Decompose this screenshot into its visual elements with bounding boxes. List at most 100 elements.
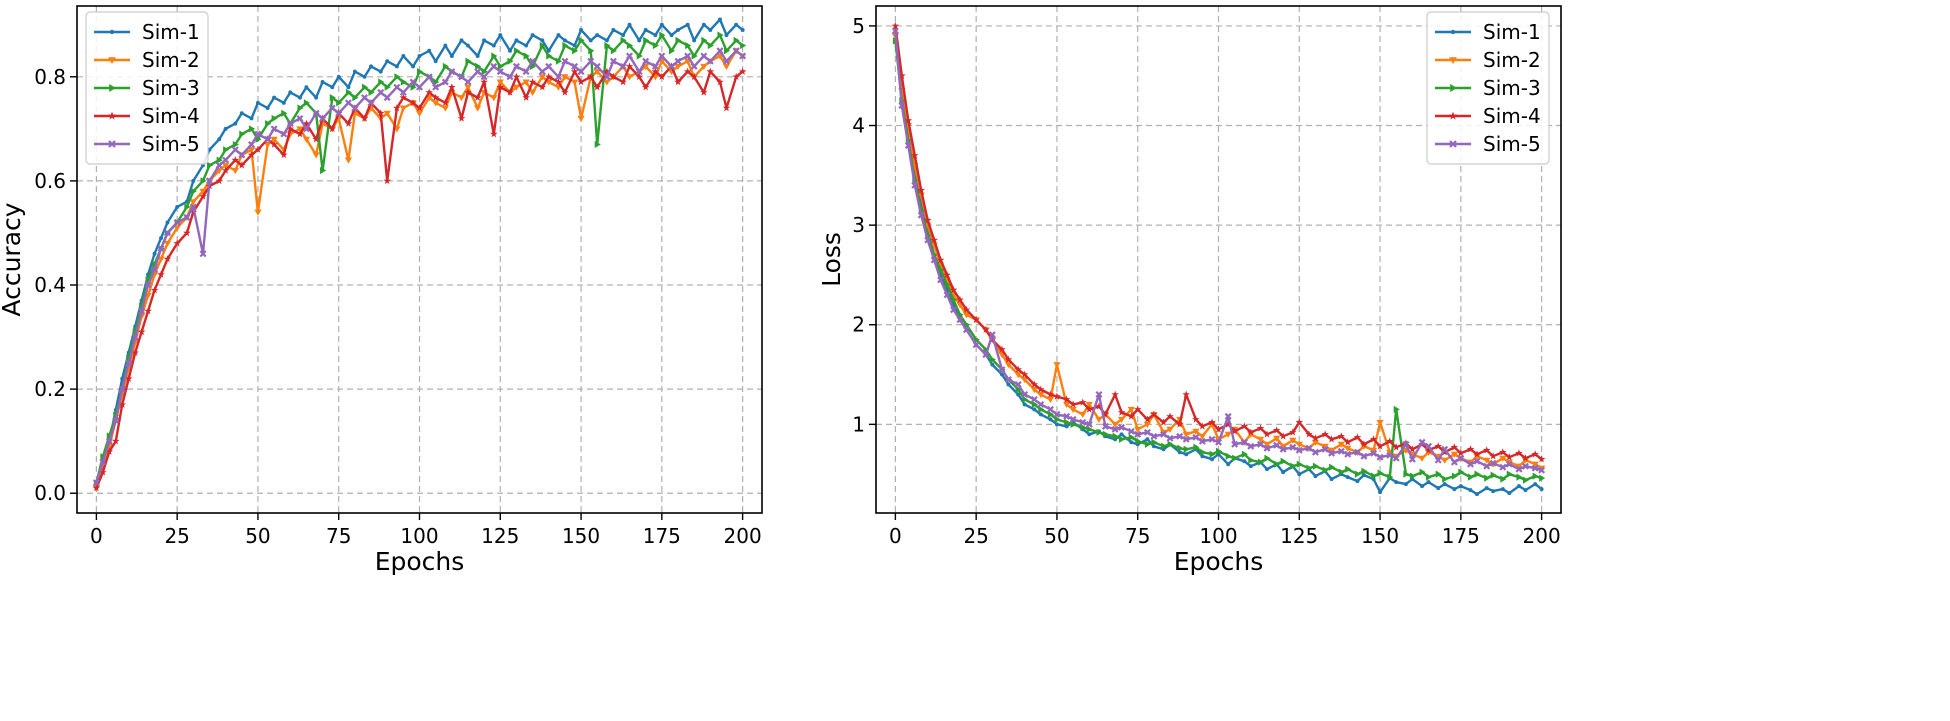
loss-point-sim-2 (1337, 441, 1345, 448)
loss-point-sim-5 (1111, 425, 1119, 433)
loss-point-sim-3 (1177, 444, 1184, 452)
loss-point-sim-3 (1393, 405, 1400, 414)
loss-point-sim-1 (1264, 467, 1269, 472)
loss-point-sim-3 (1419, 468, 1426, 476)
loss-point-sim-3 (1296, 460, 1303, 468)
accuracy-point-sim-3 (507, 57, 514, 65)
loss-y-axis-label: Loss (817, 232, 846, 287)
accuracy-x-tick-label: 50 (245, 524, 270, 548)
loss-point-sim-4 (1182, 390, 1190, 398)
accuracy-point-sim-4 (522, 93, 530, 101)
accuracy-point-sim-4 (480, 78, 488, 86)
loss-point-sim-3 (1322, 466, 1329, 474)
loss-point-sim-4 (1095, 402, 1103, 410)
loss-y-tick-label: 5 (852, 14, 865, 38)
loss-point-sim-4 (1053, 392, 1061, 400)
loss-point-sim-4 (1386, 437, 1394, 445)
accuracy-point-sim-2 (457, 95, 466, 102)
loss-point-sim-5 (1295, 446, 1303, 454)
accuracy-point-sim-5 (131, 333, 139, 341)
accuracy-point-sim-2 (700, 63, 708, 70)
loss-point-sim-4 (1295, 418, 1303, 426)
accuracy-point-sim-3 (723, 47, 731, 55)
loss-point-sim-4 (949, 285, 958, 294)
loss-point-sim-1 (1151, 444, 1156, 449)
loss-point-sim-4 (1263, 430, 1271, 438)
loss-x-tick-label: 200 (1523, 524, 1561, 548)
loss-point-sim-2 (1053, 362, 1061, 369)
accuracy-point-sim-2 (254, 209, 262, 216)
accuracy-point-sim-5 (603, 73, 611, 81)
loss-point-sim-3 (1096, 428, 1103, 436)
loss-point-sim-4 (1521, 454, 1530, 462)
loss-point-sim-5 (1143, 428, 1151, 436)
loss-point-sim-4 (1085, 405, 1093, 413)
accuracy-point-sim-5 (248, 140, 255, 148)
accuracy-point-sim-4 (112, 437, 120, 445)
accuracy-point-sim-4 (603, 67, 611, 75)
loss-point-sim-5 (1127, 427, 1135, 435)
accuracy-point-sim-4 (431, 93, 440, 101)
loss-point-sim-1 (1491, 489, 1496, 494)
accuracy-point-sim-3 (707, 41, 714, 50)
loss-point-sim-3 (1047, 410, 1055, 418)
accuracy-point-sim-5 (335, 109, 343, 117)
loss-point-sim-5 (1030, 395, 1038, 403)
accuracy-point-sim-3 (378, 78, 385, 86)
accuracy-point-sim-5 (222, 156, 230, 164)
accuracy-point-sim-4 (448, 83, 456, 91)
loss-point-sim-4 (1489, 452, 1497, 460)
accuracy-point-sim-5 (231, 146, 239, 154)
loss-point-sim-1 (1022, 402, 1027, 407)
loss-point-sim-2 (1279, 443, 1287, 450)
accuracy-point-sim-5 (344, 99, 352, 107)
loss-point-sim-4 (930, 236, 938, 244)
loss-point-sim-5 (1457, 454, 1465, 462)
accuracy-point-sim-1 (175, 204, 180, 209)
accuracy-point-sim-2 (383, 110, 391, 117)
loss-point-sim-2 (1143, 421, 1152, 428)
loss-legend-entry: Sim-3 (1435, 76, 1541, 100)
loss-point-sim-1 (1210, 457, 1215, 462)
loss-point-sim-1 (1523, 488, 1528, 493)
loss-point-sim-5 (1279, 445, 1287, 453)
loss-point-sim-4 (1208, 418, 1216, 426)
loss-point-sim-4 (1214, 425, 1223, 433)
accuracy-point-sim-4 (144, 307, 152, 315)
loss-point-sim-2 (1450, 451, 1458, 458)
accuracy-point-sim-1 (524, 43, 529, 48)
accuracy-point-sim-2 (302, 136, 311, 143)
accuracy-point-sim-4 (641, 83, 650, 91)
loss-point-sim-4 (923, 216, 932, 224)
loss-point-sim-4 (1424, 446, 1433, 454)
accuracy-point-sim-5 (432, 83, 440, 91)
loss-point-sim-4 (1079, 398, 1087, 406)
accuracy-point-sim-5 (173, 219, 181, 227)
accuracy-point-sim-1 (320, 80, 325, 84)
loss-point-sim-1 (1048, 417, 1053, 422)
loss-point-sim-5 (1037, 400, 1045, 408)
accuracy-point-sim-5 (189, 203, 197, 211)
loss-point-sim-3 (1232, 454, 1239, 462)
accuracy-point-sim-5 (367, 99, 375, 107)
accuracy-point-sim-3 (345, 88, 353, 97)
accuracy-point-sim-5 (700, 52, 708, 60)
loss-legend-entry: Sim-5 (1435, 132, 1541, 156)
loss-point-sim-5 (1344, 450, 1352, 458)
accuracy-point-sim-3 (733, 36, 740, 44)
accuracy-point-sim-5 (571, 62, 579, 70)
accuracy-point-sim-2 (231, 167, 239, 175)
accuracy-point-sim-1 (491, 43, 496, 48)
loss-point-sim-4 (1198, 422, 1207, 430)
accuracy-point-sim-5 (561, 57, 569, 65)
loss-point-sim-5 (1095, 390, 1103, 398)
accuracy-point-sim-5 (215, 161, 223, 169)
loss-point-sim-3 (1484, 474, 1491, 482)
loss-legend-box (1426, 11, 1550, 165)
accuracy-y-tick-label: 0.6 (34, 169, 66, 193)
accuracy-point-sim-5 (464, 78, 472, 86)
accuracy-point-sim-3 (336, 99, 343, 107)
accuracy-legend: Sim-1 Sim-2 Sim-3 Sim-4 Sim-5 (85, 11, 209, 165)
accuracy-point-sim-4 (683, 67, 692, 75)
accuracy-point-sim-4 (199, 192, 207, 200)
